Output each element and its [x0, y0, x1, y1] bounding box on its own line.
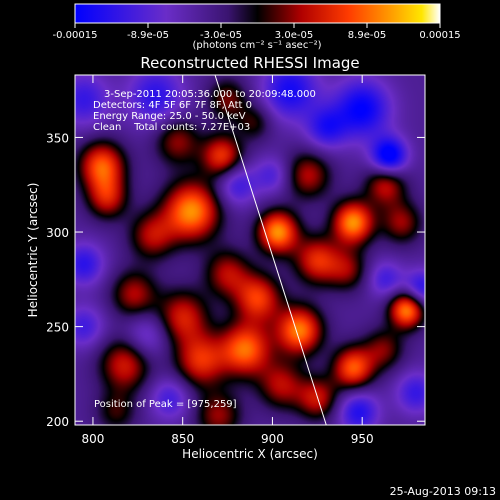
footer-timestamp: 25-Aug-2013 09:13: [389, 485, 496, 498]
peak-position-label: Position of Peak = [975,259]: [94, 399, 237, 410]
heatmap-area: [75, 75, 425, 425]
y-tick-label: 350: [46, 131, 69, 145]
chart-title: Reconstructed RHESSI Image: [140, 54, 359, 72]
y-tick-label: 250: [46, 321, 69, 335]
colorbar-tick-label: -8.9e-05: [127, 30, 169, 41]
annotation-detectors: Detectors: 4F 5F 6F 7F 8F, Att 0: [93, 100, 252, 111]
colorbar-tick-label: 3.0e-05: [275, 30, 313, 41]
colorbar-tick-label: 8.9e-05: [348, 30, 386, 41]
colorbar-tick-label: 0.00015: [419, 30, 460, 41]
colorbar-ticks: -0.00015 -8.9e-05 -3.0e-05 3.0e-05 8.9e-05 0.…: [53, 23, 461, 41]
solar-limb-line: [214, 75, 327, 425]
colorbar-tick-label: -3.0e-05: [200, 30, 242, 41]
annotation-counts: Clean Total counts: 7.27E+03: [93, 122, 250, 133]
x-tick-label: 950: [351, 432, 374, 446]
y-axis-label: Heliocentric Y (arcsec): [26, 183, 40, 318]
y-tick-label: 200: [46, 415, 69, 429]
colorbar-unit-label: (photons cm⁻² s⁻¹ asec⁻²): [192, 40, 321, 51]
x-tick-label: 900: [261, 432, 284, 446]
annotation-energy: Energy Range: 25.0 - 50.0 keV: [93, 111, 246, 122]
x-tick-label: 800: [81, 432, 104, 446]
heatmap-canvas: [75, 75, 425, 425]
x-tick-label: 850: [171, 432, 194, 446]
x-axis-label: Heliocentric X (arcsec): [182, 447, 318, 461]
plot-frame: [74, 74, 426, 426]
y-tick-label: 300: [46, 226, 69, 240]
colorbar-tick-label: -0.00015: [53, 30, 98, 41]
colorbar: [74, 3, 441, 24]
annotation-time: 3-Sep-2011 20:05:36.000 to 20:09:48.000: [104, 89, 316, 100]
axis-ticks: 800 850 900 950 200 250 300 350: [46, 75, 425, 446]
